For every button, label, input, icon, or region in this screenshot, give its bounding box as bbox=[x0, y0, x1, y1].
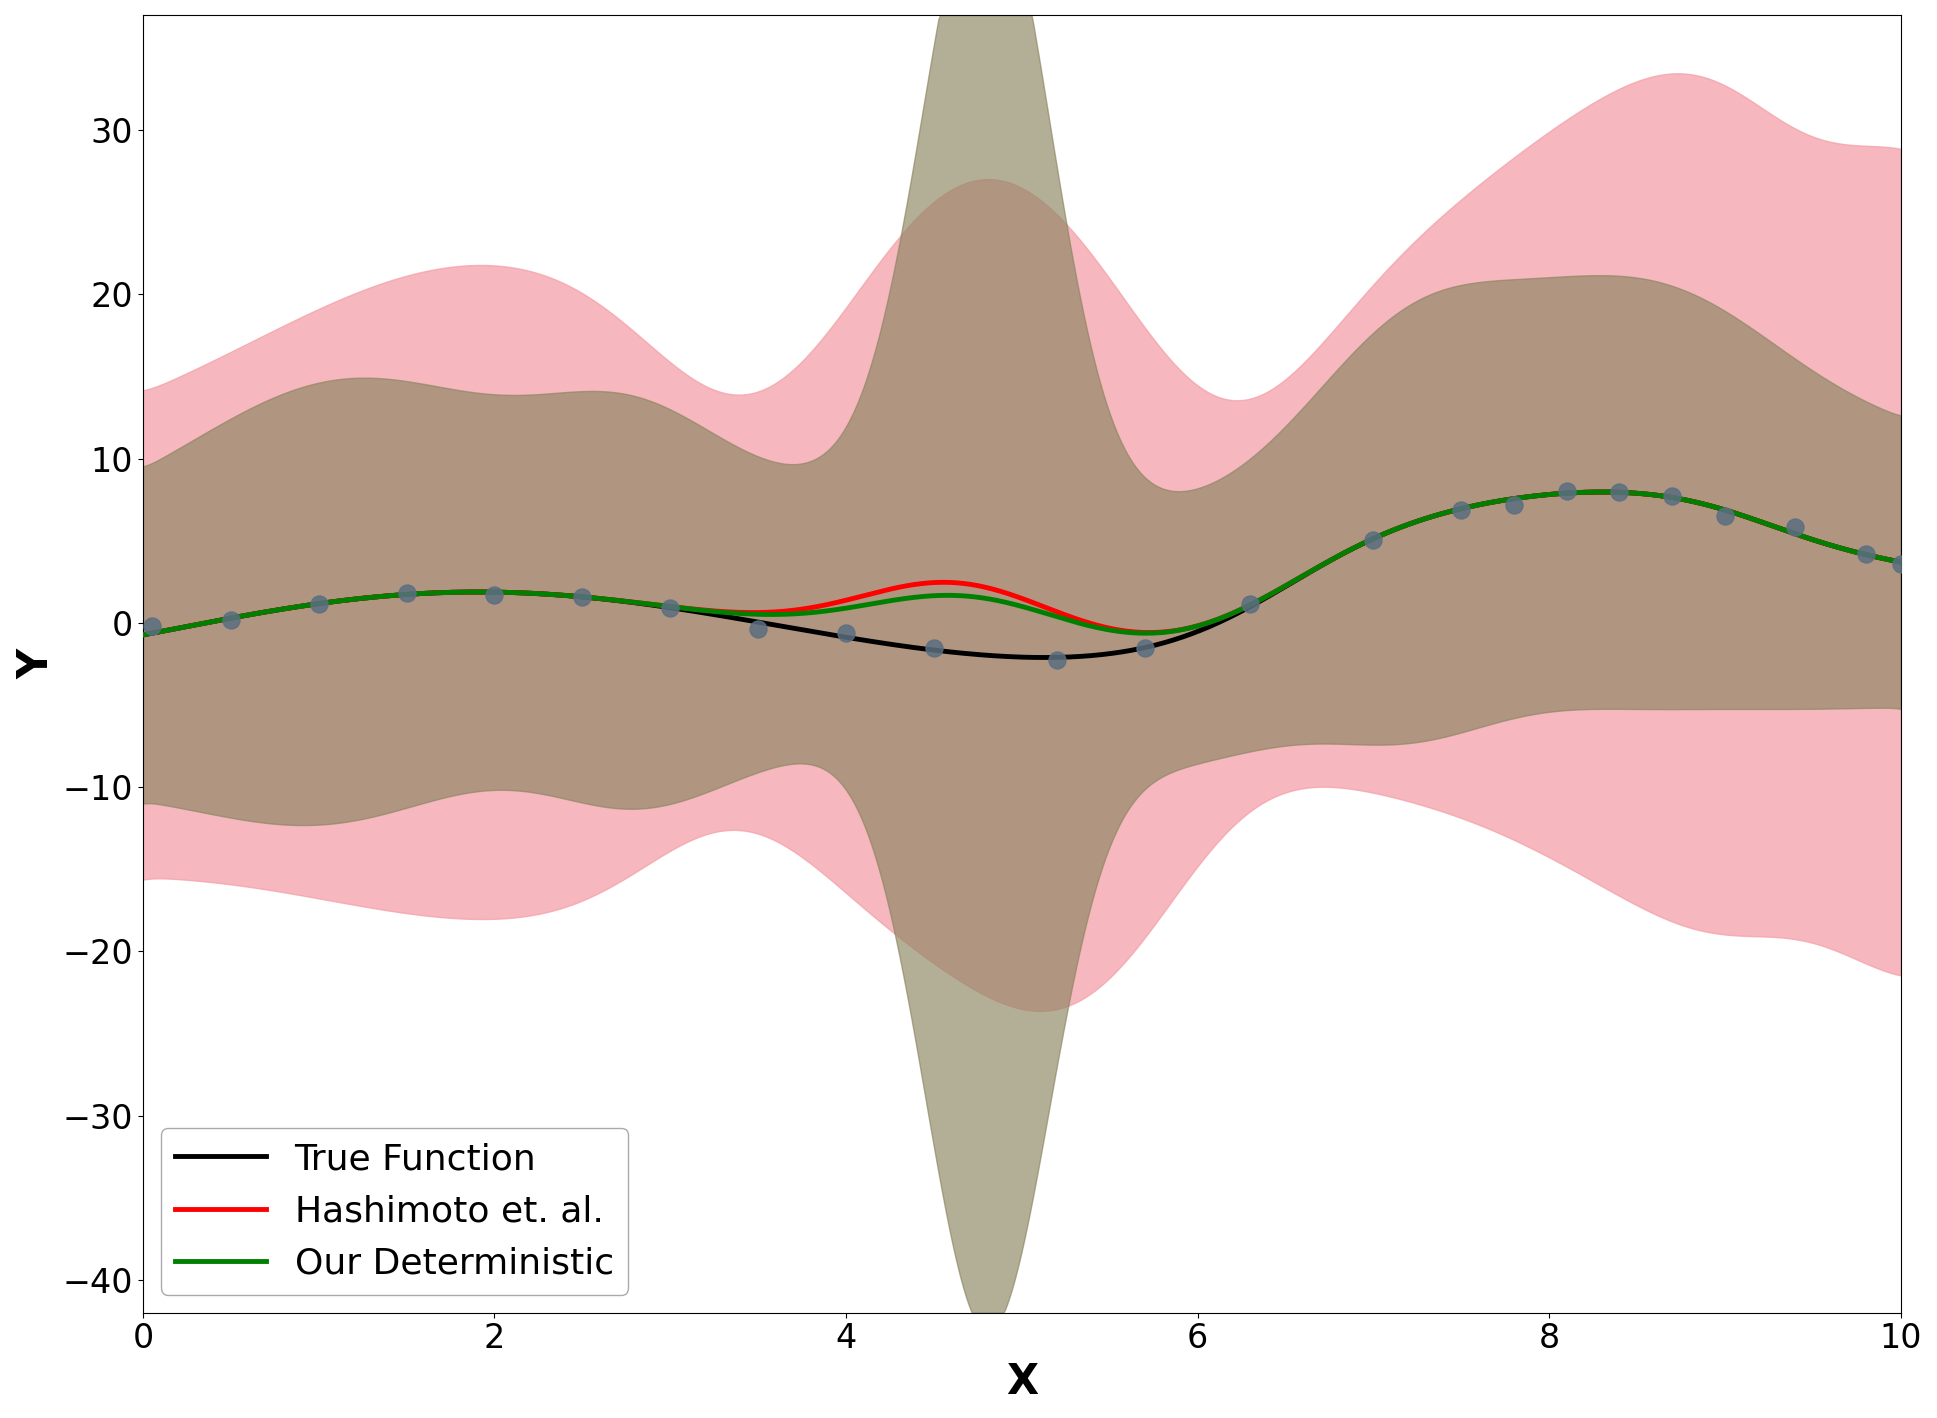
Point bbox=[1552, 479, 1583, 502]
Hashimoto et. al. bbox=[1534, 486, 1557, 503]
Point bbox=[831, 621, 862, 644]
Point bbox=[1780, 516, 1811, 539]
X-axis label: X: X bbox=[1005, 1361, 1038, 1402]
Point bbox=[215, 608, 246, 631]
Point bbox=[1042, 648, 1073, 671]
Hashimoto et. al. bbox=[1501, 491, 1524, 508]
Our Deterministic bbox=[310, 594, 333, 611]
True Function bbox=[132, 627, 155, 644]
Point bbox=[742, 618, 773, 641]
True Function bbox=[310, 594, 333, 611]
True Function bbox=[1340, 540, 1364, 557]
Point bbox=[1236, 593, 1267, 615]
Our Deterministic bbox=[1501, 491, 1524, 508]
Point bbox=[655, 597, 686, 620]
Hashimoto et. al. bbox=[1338, 542, 1362, 559]
Our Deterministic bbox=[1534, 486, 1557, 503]
Point bbox=[1499, 493, 1530, 516]
True Function bbox=[843, 630, 866, 647]
Point bbox=[1656, 485, 1687, 508]
True Function bbox=[1590, 484, 1614, 501]
True Function bbox=[1536, 486, 1559, 503]
Point bbox=[1850, 543, 1881, 566]
Our Deterministic bbox=[905, 588, 928, 605]
True Function bbox=[1889, 553, 1912, 570]
Point bbox=[391, 581, 422, 604]
True Function bbox=[1503, 491, 1526, 508]
Hashimoto et. al. bbox=[132, 627, 155, 644]
Our Deterministic bbox=[1590, 484, 1614, 501]
Hashimoto et. al. bbox=[310, 594, 333, 611]
Point bbox=[1358, 529, 1389, 552]
Point bbox=[1129, 637, 1160, 659]
Point bbox=[1885, 553, 1916, 576]
Hashimoto et. al. bbox=[843, 590, 866, 607]
Our Deterministic bbox=[843, 598, 866, 615]
Point bbox=[1445, 498, 1476, 520]
Point bbox=[478, 584, 509, 607]
Y-axis label: Y: Y bbox=[15, 649, 56, 679]
Point bbox=[1604, 481, 1635, 503]
Our Deterministic bbox=[132, 627, 155, 644]
Hashimoto et. al. bbox=[1889, 553, 1912, 570]
Hashimoto et. al. bbox=[905, 576, 928, 593]
Point bbox=[136, 615, 167, 638]
Our Deterministic bbox=[1338, 542, 1362, 559]
Line: True Function: True Function bbox=[143, 492, 1900, 658]
Point bbox=[568, 586, 599, 608]
True Function bbox=[905, 640, 928, 657]
Line: Hashimoto et. al.: Hashimoto et. al. bbox=[143, 492, 1900, 635]
Legend: True Function, Hashimoto et. al., Our Deterministic: True Function, Hashimoto et. al., Our De… bbox=[161, 1127, 628, 1295]
Point bbox=[1710, 505, 1741, 527]
Point bbox=[304, 593, 335, 615]
Point bbox=[918, 637, 949, 659]
Hashimoto et. al. bbox=[1590, 484, 1614, 501]
Line: Our Deterministic: Our Deterministic bbox=[143, 492, 1900, 635]
True Function bbox=[1032, 649, 1056, 666]
Our Deterministic bbox=[1889, 553, 1912, 570]
